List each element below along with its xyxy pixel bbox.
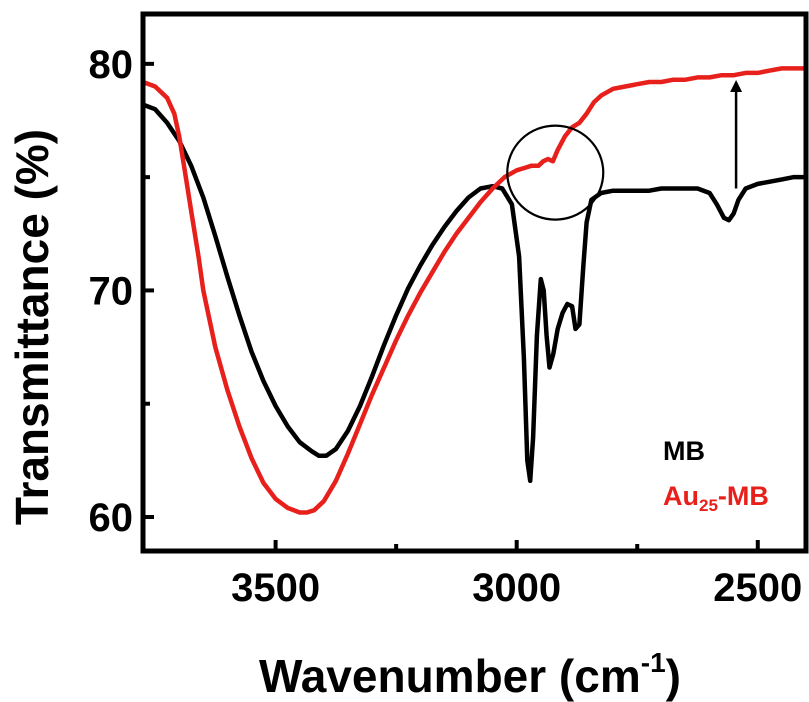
x-axis-title-sup: -1: [641, 647, 666, 678]
y-tick-label-60: 60: [89, 496, 134, 540]
x-axis-title-main: Wavenumber (cm: [259, 650, 641, 702]
legend-au-sub: 25: [699, 496, 718, 515]
annotation-layer: [506, 79, 743, 221]
legend-entry-au25-mb: Au25-MB: [663, 481, 769, 515]
y-tick-label-70: 70: [89, 269, 134, 313]
highlight-circle: [506, 124, 605, 221]
y-tick-label-80: 80: [89, 43, 134, 87]
axes-layer: 3500 3000 2500 60 70 80: [89, 11, 809, 610]
x-tick-label-2500: 2500: [713, 566, 802, 610]
legend-au-text: Au: [663, 481, 699, 511]
legend-entry-mb: MB: [663, 436, 705, 466]
legend-au-suffix: -MB: [718, 481, 769, 511]
plot-frame: [140, 11, 809, 554]
series-layer: [140, 66, 809, 515]
series-line-mb: [140, 102, 809, 484]
x-tick-label-3000: 3000: [472, 566, 561, 610]
y-axis-title: Transmittance (%): [6, 129, 58, 525]
x-axis-title: Wavenumber (cm-1): [259, 647, 681, 702]
arrow-head: [730, 79, 743, 92]
x-tick-label-3500: 3500: [231, 566, 320, 610]
legend: MB Au25-MB: [663, 436, 769, 515]
series-line-au25-mb: [140, 66, 809, 515]
x-axis-title-close: ): [666, 650, 681, 702]
